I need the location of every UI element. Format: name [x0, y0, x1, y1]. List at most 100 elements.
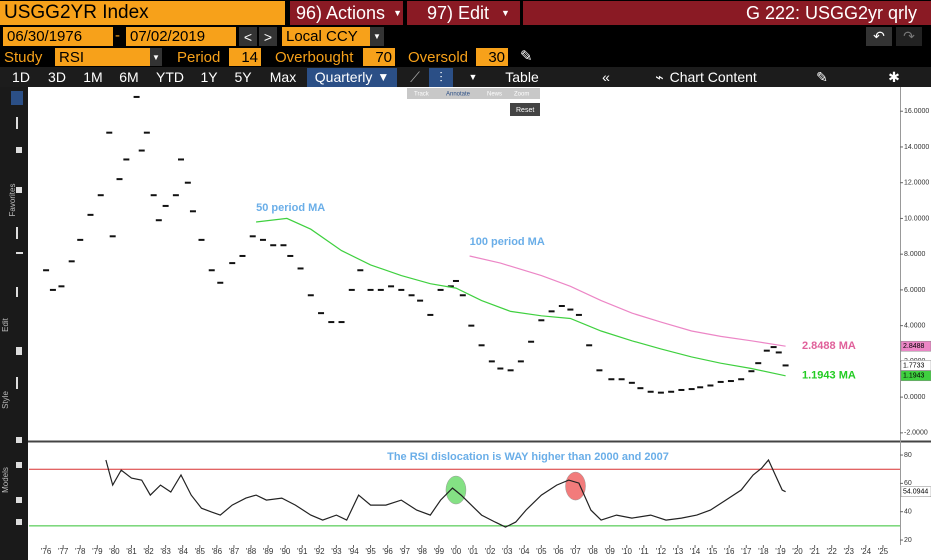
- x-tick-label: '81: [126, 547, 137, 556]
- side-label: Favorites: [8, 184, 17, 217]
- period-input[interactable]: 14: [229, 48, 261, 66]
- line-tool[interactable]: ⟋: [410, 68, 420, 85]
- edit-chart-button[interactable]: ✎: [816, 68, 828, 85]
- x-tick-label: '17: [741, 547, 752, 556]
- actions-menu[interactable]: 96) Actions ▼: [290, 1, 403, 25]
- chart-content-button[interactable]: ⌁ Chart Content: [655, 68, 757, 86]
- end-label: 2.8488 MA: [802, 340, 856, 352]
- period-label: Period: [177, 48, 221, 66]
- frequency-label: Quarterly: [314, 69, 373, 85]
- x-tick-label: '83: [160, 547, 171, 556]
- x-tick-label: '12: [656, 547, 667, 556]
- side-label: Models: [1, 467, 10, 493]
- series-line: [256, 217, 786, 377]
- range-row: 1D 3D 1M 6M YTD 1Y 5Y Max Quarterly ▼ ⟋ ⫶…: [0, 67, 931, 87]
- currency-dropdown[interactable]: ▼: [370, 27, 384, 46]
- bar-tool[interactable]: ⫶: [429, 67, 453, 87]
- pointer-tool[interactable]: [11, 91, 23, 105]
- x-tick-label: '99: [434, 547, 445, 556]
- x-tick-label: '05: [536, 547, 547, 556]
- x-tick-label: '84: [177, 547, 188, 556]
- highlight-circle: [565, 471, 586, 501]
- tool-label[interactable]: Annotate: [446, 92, 471, 98]
- study-select[interactable]: RSI: [55, 48, 150, 66]
- range-button[interactable]: Max: [269, 69, 297, 85]
- chart-background: [0, 87, 931, 560]
- prev-button[interactable]: <: [239, 27, 257, 46]
- table-button[interactable]: Table: [505, 69, 539, 85]
- x-tick-label: '21: [809, 547, 820, 556]
- x-tick-label: '96: [382, 547, 393, 556]
- overbought-input[interactable]: 70: [363, 48, 395, 66]
- end-date[interactable]: 07/02/2019: [126, 27, 236, 46]
- x-tick-label: '24: [861, 547, 872, 556]
- x-tick-label: '92: [314, 547, 325, 556]
- next-button[interactable]: >: [259, 27, 277, 46]
- x-tick-label: '09: [604, 547, 615, 556]
- series-label: 50 period MA: [256, 202, 325, 214]
- y-tick-label: -2.0000: [904, 430, 928, 437]
- x-tick-label: '03: [502, 547, 513, 556]
- chart: Favorites Edit Style Models Track Annota…: [0, 87, 931, 560]
- study-dropdown[interactable]: ▼: [150, 48, 162, 66]
- y-tick-label: 16.0000: [904, 108, 929, 115]
- x-tick-label: '25: [878, 547, 889, 556]
- tool-label[interactable]: Track: [414, 92, 430, 98]
- tool-dropdown[interactable]: ▼: [468, 72, 478, 82]
- side-label: Style: [1, 391, 10, 409]
- y-tick-label: 12.0000: [904, 180, 929, 187]
- x-tick-label: '86: [212, 547, 223, 556]
- x-tick-label: '82: [143, 547, 154, 556]
- settings-button[interactable]: ✱: [888, 68, 900, 85]
- pencil-icon[interactable]: ✎: [520, 48, 533, 65]
- range-button[interactable]: YTD: [156, 69, 184, 85]
- x-tick-label: '04: [519, 547, 530, 556]
- rsi-annotation: The RSI dislocation is WAY higher than 2…: [387, 451, 669, 463]
- x-tick-label: '98: [417, 547, 428, 556]
- study-label: Study: [4, 48, 43, 66]
- currency-select[interactable]: Local CCY: [282, 27, 370, 46]
- range-button[interactable]: 6M: [119, 69, 139, 85]
- x-tick-label: '93: [331, 547, 342, 556]
- x-tick-label: '22: [826, 547, 837, 556]
- range-button[interactable]: 1D: [12, 69, 30, 85]
- header-row: USGG2YR Index 96) Actions ▼ 97) Edit ▼ G 2…: [0, 0, 931, 26]
- start-date[interactable]: 06/30/1976: [3, 27, 113, 46]
- oversold-input[interactable]: 30: [476, 48, 508, 66]
- y-tick-label: 10.0000: [904, 215, 929, 222]
- oversold-label: Oversold: [408, 48, 469, 66]
- range-button[interactable]: 1Y: [200, 69, 218, 85]
- x-tick-label: '85: [195, 547, 206, 556]
- y-tick-label: 20: [904, 537, 912, 544]
- tool-label[interactable]: News: [487, 92, 502, 98]
- edit-menu[interactable]: 97) Edit ▼: [407, 1, 520, 25]
- undo-button[interactable]: ↶: [866, 27, 892, 46]
- range-button[interactable]: 1M: [83, 69, 103, 85]
- x-tick-label: '95: [365, 547, 376, 556]
- tool-label[interactable]: Zoom: [514, 92, 529, 98]
- redo-button[interactable]: ↷: [896, 27, 922, 46]
- series-label: 100 period MA: [470, 236, 545, 248]
- x-tick-label: '14: [690, 547, 701, 556]
- x-tick-label: '94: [348, 547, 359, 556]
- x-tick-label: '97: [400, 547, 411, 556]
- y-tick-label: 60: [904, 480, 912, 487]
- x-tick-label: '15: [707, 547, 718, 556]
- side-toolbar: [0, 87, 28, 560]
- value-tag-label: 1.1943: [903, 373, 925, 380]
- x-tick-label: '00: [451, 547, 462, 556]
- reset-button[interactable]: Reset: [516, 107, 534, 114]
- frequency-select[interactable]: Quarterly ▼: [307, 67, 397, 87]
- y-tick-label: 14.0000: [904, 144, 929, 151]
- ticker-input[interactable]: USGG2YR Index: [0, 1, 285, 25]
- y-tick-label: 40: [904, 509, 912, 516]
- x-tick-label: '91: [297, 547, 308, 556]
- range-button[interactable]: 3D: [48, 69, 66, 85]
- x-tick-label: '10: [622, 547, 633, 556]
- value-tag-label: 1.7733: [903, 362, 925, 369]
- x-tick-label: '87: [229, 547, 240, 556]
- collapse-button[interactable]: «: [602, 69, 610, 85]
- x-tick-label: '13: [673, 547, 684, 556]
- range-button[interactable]: 5Y: [234, 69, 252, 85]
- x-tick-label: '78: [75, 547, 86, 556]
